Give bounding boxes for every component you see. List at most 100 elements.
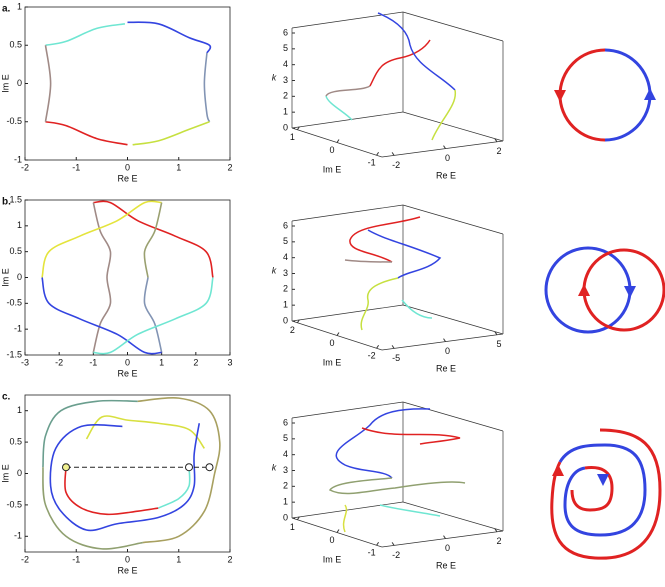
z-tick-label: 3 (283, 75, 288, 85)
z-tick-label: 5 (283, 43, 288, 53)
z-axis-label: k (272, 462, 277, 472)
y-tick-label: -0.5 (6, 298, 22, 308)
y-tick (336, 139, 340, 143)
panel-2d: b. -3 -2 -1 0 1 2 3 -1.5 -1 -0.5 0 0.5 1 1.5 Re E Im E (0, 194, 232, 378)
curve (42, 467, 144, 550)
y-tick-label: 0 (17, 78, 22, 88)
z-axis-label: k (272, 72, 277, 82)
x-tick-label: -2 (21, 162, 29, 172)
y-tick-label: -0.5 (6, 116, 22, 126)
x-axis-label: Re E (436, 560, 456, 570)
x-tick-label: 2 (227, 554, 232, 564)
z-tick-label: 4 (283, 252, 288, 262)
y-tick (376, 344, 380, 349)
z-tick-label: 2 (283, 284, 288, 294)
y-tick (336, 529, 340, 533)
y-axis-label: Im E (0, 268, 10, 287)
box-edge (402, 501, 504, 532)
curves-3d-a (325, 12, 456, 141)
x-tick-label: 2 (496, 146, 501, 156)
y-tick-label: 1 (17, 220, 22, 230)
arrow (597, 474, 609, 486)
y-tick (296, 319, 300, 324)
curve-3d (325, 95, 353, 121)
curve-3d (367, 229, 442, 279)
box-edge (402, 11, 504, 42)
y-axis-label: Im E (323, 164, 342, 174)
axes-frame (24, 394, 231, 553)
box-edge (291, 111, 404, 129)
x-tick-label: -2 (21, 554, 29, 564)
y-tick-label: 0 (329, 535, 334, 545)
winding-loop (604, 48, 652, 142)
marker (205, 463, 214, 472)
winding-loop (582, 248, 665, 332)
curve (143, 277, 163, 353)
x-tick-label: 1 (176, 162, 181, 172)
x-tick (494, 528, 498, 533)
x-axis-label: Re E (117, 368, 137, 378)
x-tick-label: 3 (227, 357, 232, 367)
y-tick-label: -1.5 (6, 349, 22, 359)
box-edge (381, 140, 504, 158)
y-tick-label: -1 (14, 531, 22, 541)
x-tick-label: -1 (72, 554, 80, 564)
z-tick-label: 6 (283, 27, 288, 37)
x-tick (494, 331, 498, 336)
y-axis-label: Im E (323, 357, 342, 367)
curve-3d (344, 259, 393, 263)
x-tick-label: -3 (21, 357, 29, 367)
winding-loop (570, 466, 614, 512)
x-tick-label: 0 (445, 153, 450, 163)
curve (45, 120, 128, 146)
curve-3d (349, 216, 421, 263)
curve (44, 45, 52, 122)
x-tick (443, 338, 446, 342)
box-edge (402, 401, 504, 432)
curve (64, 467, 159, 516)
box-edge (402, 111, 504, 142)
arrow (624, 286, 636, 298)
x-tick-label: 0 (125, 357, 130, 367)
x-axis-label: Re E (436, 170, 456, 180)
winding-loop (544, 246, 632, 334)
curve (49, 423, 201, 532)
z-tick-label: 0 (283, 315, 288, 325)
curve (92, 202, 112, 353)
x-tick-label: -1 (72, 162, 80, 172)
panel-label: b. (2, 197, 11, 208)
x-tick-label: -2 (55, 357, 63, 367)
curves-3d-c (328, 408, 466, 533)
y-tick-label: 2 (290, 325, 295, 335)
arrow (554, 90, 566, 102)
curve-3d (328, 477, 466, 495)
curve (127, 21, 212, 54)
x-tick-label: 0 (445, 543, 450, 553)
x-tick-label: 2 (227, 162, 232, 172)
z-tick-label: 5 (283, 236, 288, 246)
axes-frame (24, 199, 231, 356)
y-tick-label: -1 (368, 548, 376, 558)
z-tick-label: 2 (283, 91, 288, 101)
x-tick (391, 542, 395, 546)
arrow (578, 284, 590, 296)
z-tick-label: 4 (283, 59, 288, 69)
x-tick-label: -2 (392, 550, 400, 560)
marker (62, 463, 70, 472)
box-edge (381, 333, 504, 351)
y-tick-label: 0 (17, 272, 22, 282)
curve (93, 200, 214, 278)
panel-label: c. (2, 392, 11, 403)
x-tick (391, 345, 395, 349)
winding-loop (558, 443, 647, 537)
y-tick (296, 516, 300, 521)
y-tick-label: -1 (14, 154, 22, 164)
box-edge (381, 530, 504, 548)
curve-3d (377, 12, 456, 91)
y-tick-label: 1 (17, 405, 22, 415)
x-tick-label: 0 (125, 162, 130, 172)
z-tick-label: 1 (283, 497, 288, 507)
x-tick-label: 1 (159, 357, 164, 367)
